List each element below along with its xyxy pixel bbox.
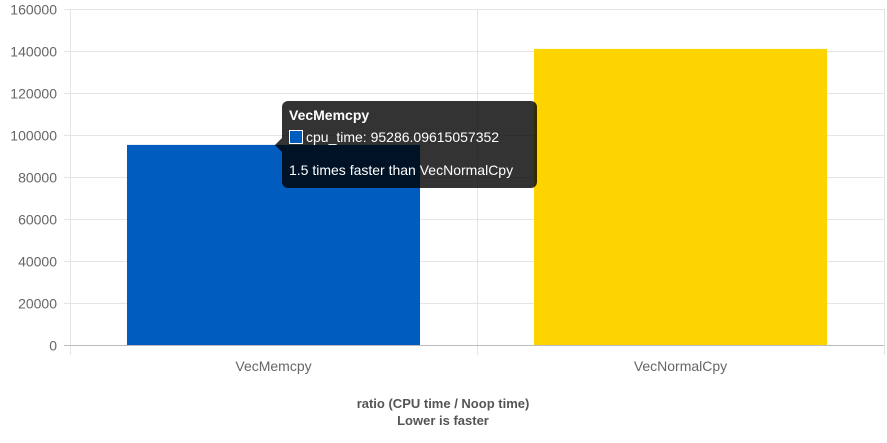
y-tick-label: 140000 <box>10 44 57 60</box>
x-axis-label: ratio (CPU time / Noop time) <box>357 396 530 411</box>
tooltip-footer: 1.5 times faster than VecNormalCpy <box>289 162 514 178</box>
y-tick-label: 160000 <box>10 2 57 18</box>
tooltip-color-swatch <box>289 130 303 144</box>
tooltip-row: cpu_time: 95286.09615057352 <box>289 129 530 145</box>
y-tick-label: 20000 <box>18 296 57 312</box>
y-axis-ticks: 0 20000 40000 60000 80000 100000 120000 140000 1… <box>10 2 70 354</box>
tooltip: VecMemcpy cpu_time: 95286.09615057352 1.… <box>275 101 537 188</box>
x-axis-sublabel: Lower is faster <box>397 413 489 428</box>
y-tick-label: 80000 <box>18 170 57 186</box>
x-axis-categories: VecMemcpy VecNormalCpy <box>235 358 727 374</box>
y-tick-label: 60000 <box>18 212 57 228</box>
x-category-label: VecNormalCpy <box>634 358 727 374</box>
tooltip-value: cpu_time: 95286.09615057352 <box>306 129 500 145</box>
tooltip-title: VecMemcpy <box>289 107 370 123</box>
y-tick-label: 0 <box>49 338 57 354</box>
y-tick-label: 40000 <box>18 254 57 270</box>
bar-VecNormalCpy[interactable] <box>533 48 828 346</box>
y-tick-label: 120000 <box>10 86 57 102</box>
x-category-label: VecMemcpy <box>235 358 311 374</box>
bars <box>126 48 828 346</box>
y-tick-label: 100000 <box>10 128 57 144</box>
